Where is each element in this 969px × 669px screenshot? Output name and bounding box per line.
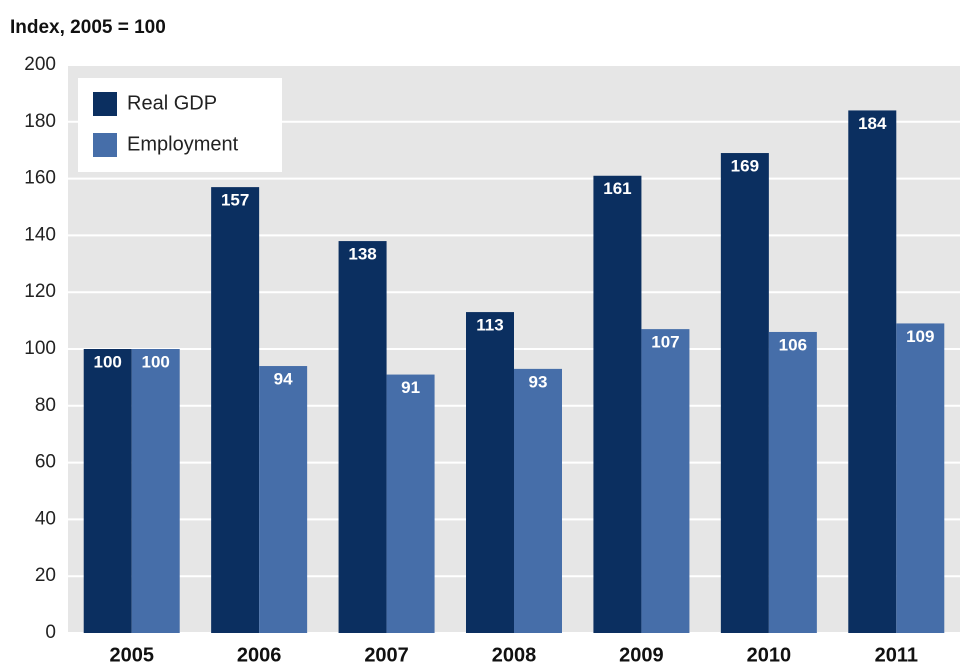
data-label: 106 xyxy=(779,335,807,354)
y-tick-label: 60 xyxy=(35,452,56,473)
x-tick-label: 2009 xyxy=(619,644,664,666)
x-tick-label: 2011 xyxy=(875,644,918,666)
x-tick-label: 2010 xyxy=(747,644,792,666)
bar xyxy=(641,329,690,633)
y-tick-label: 180 xyxy=(24,111,56,132)
legend-label: Real GDP xyxy=(127,92,217,114)
data-label: 93 xyxy=(529,372,548,391)
x-tick-label: 2005 xyxy=(109,644,154,666)
x-tick-label: 2007 xyxy=(364,644,409,666)
data-label: 157 xyxy=(221,191,249,210)
bar xyxy=(211,187,260,633)
legend-swatch xyxy=(93,133,117,157)
bar xyxy=(83,349,132,633)
bar xyxy=(514,368,562,633)
bar xyxy=(720,153,769,634)
data-label: 91 xyxy=(401,378,420,397)
y-tick-label: 40 xyxy=(35,508,56,529)
data-label: 161 xyxy=(603,179,631,198)
bar xyxy=(131,349,180,633)
bar xyxy=(386,374,435,633)
data-label: 109 xyxy=(906,327,934,346)
data-label: 138 xyxy=(348,245,376,264)
y-tick-label: 120 xyxy=(24,281,56,302)
y-tick-label: 160 xyxy=(24,168,56,189)
bar xyxy=(338,241,387,633)
data-label: 107 xyxy=(651,333,679,352)
data-label: 184 xyxy=(858,114,887,133)
data-label: 169 xyxy=(731,157,759,176)
x-tick-label: 2006 xyxy=(237,644,282,666)
data-label: 100 xyxy=(94,352,122,371)
bar xyxy=(896,323,945,633)
y-tick-label: 80 xyxy=(35,395,56,416)
chart-title: Index, 2005 = 100 xyxy=(10,17,166,38)
data-label: 113 xyxy=(476,316,503,335)
bar xyxy=(466,312,514,633)
y-tick-label: 200 xyxy=(24,54,56,75)
x-tick-label: 2008 xyxy=(492,644,537,666)
bar xyxy=(259,366,308,633)
legend-label: Employment xyxy=(127,133,239,155)
bar xyxy=(768,331,817,633)
legend-swatch xyxy=(93,92,117,116)
y-tick-label: 0 xyxy=(45,622,56,643)
bar xyxy=(593,175,642,633)
y-tick-label: 100 xyxy=(24,338,56,359)
y-tick-label: 20 xyxy=(35,565,56,586)
bar xyxy=(848,110,897,633)
data-label: 100 xyxy=(142,352,170,371)
y-tick-label: 140 xyxy=(24,224,56,245)
data-label: 94 xyxy=(274,370,293,389)
